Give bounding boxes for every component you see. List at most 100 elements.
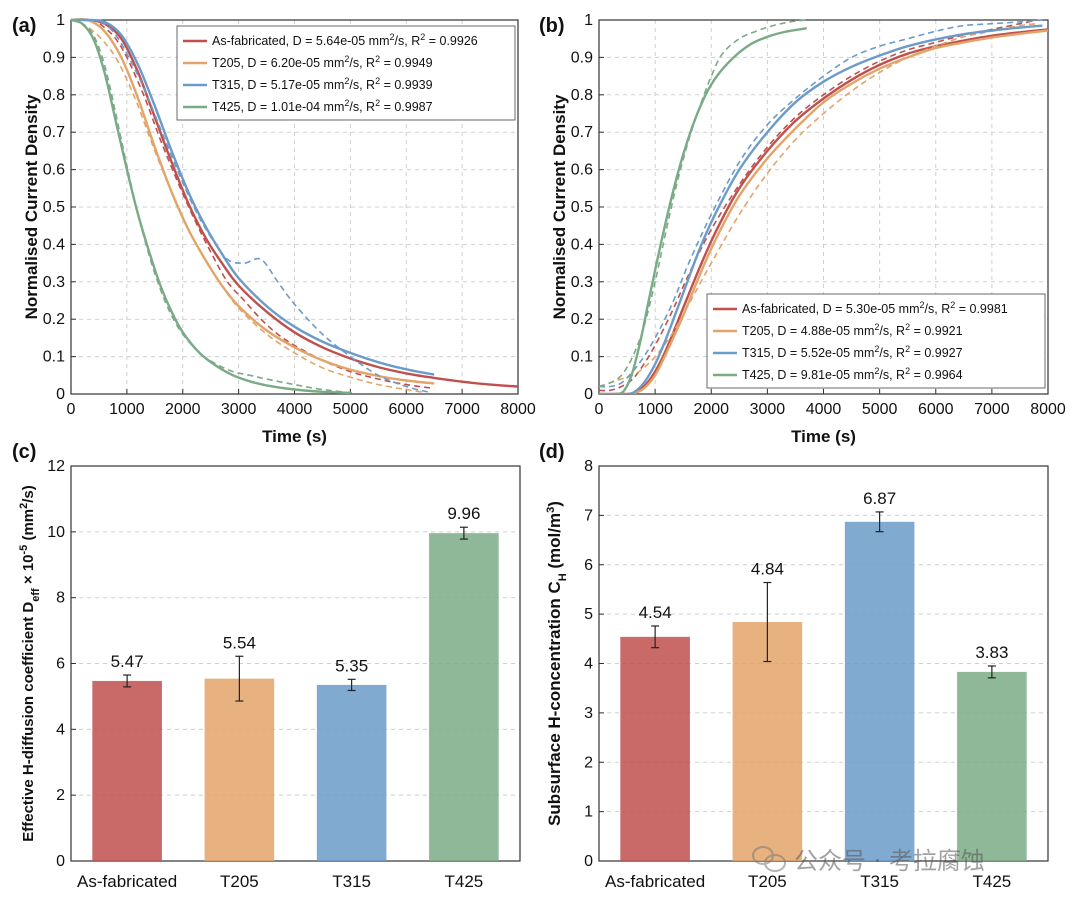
x-tick-label: 4000 (277, 401, 313, 418)
bar-t315 (844, 521, 915, 861)
data-label: 4.54 (639, 603, 672, 622)
y-tick-label: 2 (584, 754, 593, 771)
y-tick-label: 0.8 (571, 87, 593, 104)
y-tick-label: 10 (47, 524, 65, 541)
x-axis-label: Time (s) (791, 427, 856, 446)
x-tick-label: 5000 (333, 401, 369, 418)
category-label: T315 (860, 872, 899, 891)
series-as_fabricated-fit (71, 18, 518, 388)
data-label: 6.87 (863, 489, 896, 508)
legend-entry: T205, D = 6.20e-05 mm2/s, R2 = 0.9949 (212, 54, 433, 70)
y-tick-label: 1 (584, 12, 593, 29)
x-tick-label: 6000 (918, 401, 954, 418)
legend-entry: T315, D = 5.17e-05 mm2/s, R2 = 0.9939 (212, 76, 433, 92)
category-label: As-fabricated (77, 872, 177, 891)
category-label: T205 (748, 872, 787, 891)
panel-label: (b) (539, 15, 565, 37)
series-t205-fit (71, 18, 435, 385)
data-label: 5.54 (223, 633, 256, 652)
x-tick-label: 7000 (444, 401, 480, 418)
series-t315-fit (71, 18, 435, 376)
x-tick-label: 2000 (165, 401, 201, 418)
x-tick-label: 2000 (693, 401, 729, 418)
legend-entry: T425, D = 1.01e-04 mm2/s, R2 = 0.9987 (212, 98, 433, 114)
data-label: 4.84 (751, 560, 784, 579)
plot-frame (70, 465, 521, 862)
series-t205-experimental (599, 22, 1037, 388)
category-label: T205 (220, 872, 259, 891)
watermark-text: 公众号 · 考拉腐蚀 (794, 846, 985, 875)
panel-b: 0 0.1 0.2 0.3 0.4 0.5 0.6 0.7 0.8 0.9 1 0 1000 2000 30… (539, 12, 1066, 446)
y-axis-label: Normalised Current Density (22, 94, 41, 319)
series-t205-fit (599, 29, 1048, 394)
x-axis-label: Time (s) (262, 427, 327, 446)
legend-entry: T425, D = 9.81e-05 mm2/s, R2 = 0.9964 (742, 366, 963, 382)
y-tick-label: 0.6 (571, 162, 593, 179)
x-tick-label: 0 (67, 401, 76, 418)
plot-frame (70, 19, 519, 395)
y-tick-label: 6 (584, 557, 593, 574)
panel-d: 0 1 2 3 4 5 6 7 8 (d) 4.54 As-fabricated 4.84 T205 6.8… (539, 441, 1049, 891)
legend-entry: As-fabricated, D = 5.30e-05 mm2/s, R2 = … (742, 300, 1008, 316)
y-tick-label: 4 (584, 656, 593, 673)
panel-label: (c) (12, 441, 36, 463)
x-tick-label: 6000 (388, 401, 424, 418)
y-tick-label: 7 (584, 507, 593, 524)
watermark: 公众号 · 考拉腐蚀 (752, 838, 985, 878)
y-tick-label: 3 (584, 705, 593, 722)
y-tick-label: 1 (584, 804, 593, 821)
y-tick-label: 0.2 (43, 311, 65, 328)
data-label: 5.47 (111, 652, 144, 671)
y-tick-label: 2 (56, 787, 65, 804)
y-tick-label: 8 (584, 458, 593, 475)
y-tick-label: 0.1 (571, 349, 593, 366)
bar-t315 (316, 684, 387, 861)
y-tick-label: 0 (584, 853, 593, 870)
panel-a: 0 0.1 0.2 0.3 0.4 0.5 0.6 0.7 0.8 0.9 1 0 1000 2000 30… (12, 12, 536, 446)
y-tick-label: 0.5 (43, 199, 65, 216)
y-tick-label: 0.1 (43, 349, 65, 366)
panel-label: (d) (539, 441, 565, 463)
category-label: As-fabricated (605, 872, 705, 891)
y-tick-label: 0.9 (571, 49, 593, 66)
bar-as_fabricated (620, 636, 690, 861)
x-tick-label: 5000 (862, 401, 898, 418)
series-t315-fit (599, 24, 1043, 394)
legend-entry: T205, D = 4.88e-05 mm2/s, R2 = 0.9921 (742, 322, 963, 338)
y-tick-label: 1 (56, 12, 65, 29)
plot-frame (598, 465, 1049, 862)
legend-entry: As-fabricated, D = 5.64e-05 mm2/s, R2 = … (212, 32, 478, 48)
y-tick-label: 0.3 (571, 274, 593, 291)
panel-c: 0 2 4 6 8 10 12 (c) 5.47 As-fabricated 5.54 T205 5.3… (12, 441, 521, 891)
x-tick-label: 1000 (109, 401, 145, 418)
x-tick-label: 8000 (1030, 401, 1066, 418)
bar-t425 (957, 671, 1027, 861)
category-label: T425 (973, 872, 1012, 891)
series-as_fabricated-experimental (599, 19, 1037, 392)
panel-label: (a) (12, 15, 36, 37)
legend-entry: T315, D = 5.52e-05 mm2/s, R2 = 0.9927 (742, 344, 963, 360)
bar-as_fabricated (92, 680, 162, 861)
y-tick-label: 0.2 (571, 311, 593, 328)
y-tick-label: 0.7 (43, 124, 65, 141)
wechat-icon (752, 844, 786, 872)
y-axis-label: Effective H-diffusion coefficient Deff ×… (18, 485, 42, 842)
category-label: T425 (445, 872, 484, 891)
series-t425-fit (599, 27, 807, 394)
y-axis-label: Normalised Current Density (550, 94, 569, 319)
x-tick-label: 4000 (806, 401, 842, 418)
y-tick-label: 12 (47, 458, 65, 475)
y-tick-label: 0.4 (43, 236, 65, 253)
y-axis-label: Subsurface H-concentration CH (mol/m3) (545, 501, 569, 826)
x-tick-label: 1000 (637, 401, 673, 418)
y-tick-label: 0.6 (43, 162, 65, 179)
y-tick-label: 8 (56, 590, 65, 607)
series-t425-fit (71, 18, 351, 394)
y-tick-label: 4 (56, 721, 65, 738)
x-tick-label: 8000 (500, 401, 536, 418)
y-tick-label: 0.4 (571, 236, 593, 253)
y-tick-label: 0.8 (43, 87, 65, 104)
bar-t425 (429, 533, 499, 861)
y-tick-label: 0 (584, 386, 593, 403)
